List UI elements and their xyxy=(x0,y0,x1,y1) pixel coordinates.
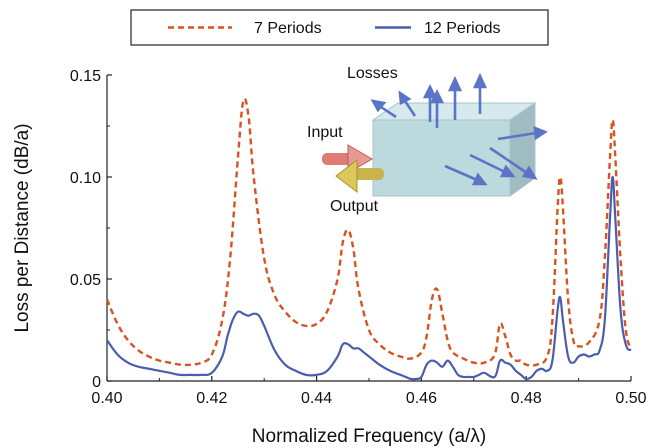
y-tick-label: 0.05 xyxy=(70,272,101,289)
loss-arrow-head-icon xyxy=(447,75,463,92)
y-ticks: 0 0.05 0.10 0.15 xyxy=(70,68,112,391)
input-arrow-shaft xyxy=(322,153,352,165)
y-tick-label: 0.10 xyxy=(70,170,101,187)
output-arrow-icon xyxy=(335,158,384,194)
x-ticks: 0.40 0.42 0.44 0.46 0.48 0.50 xyxy=(91,376,647,407)
x-tick-label: 0.48 xyxy=(511,390,542,407)
loss-arrow-head-icon xyxy=(471,172,488,186)
loss-arrow-head-icon xyxy=(499,164,516,178)
x-axis-label: Normalized Frequency (a/λ) xyxy=(252,426,486,447)
loss-arrow-head-icon xyxy=(533,125,548,141)
losses-label: Losses xyxy=(347,65,398,82)
loss-arrow-head-icon xyxy=(521,165,538,180)
input-label: Input xyxy=(307,124,343,141)
block-right-face xyxy=(509,102,536,197)
series-line-7-periods xyxy=(105,97,633,367)
x-tick-label: 0.44 xyxy=(301,390,332,407)
output-arrow-head xyxy=(335,158,358,194)
y-axis-label: Loss per Distance (dB/a) xyxy=(12,123,33,332)
x-tick-label: 0.50 xyxy=(615,390,646,407)
loss-arrow-icon xyxy=(489,146,528,175)
waveguide-inset: Losses Input Output xyxy=(307,65,548,215)
series-line-12-periods xyxy=(106,175,632,381)
x-tick-label: 0.40 xyxy=(91,390,122,407)
block-front-face xyxy=(372,119,511,197)
loss-arrow-icon xyxy=(444,164,478,182)
loss-arrow-head-icon xyxy=(422,84,438,99)
output-arrow-shaft xyxy=(352,168,384,180)
y-tick-label: 0 xyxy=(92,374,101,391)
x-tick-label: 0.46 xyxy=(406,390,437,407)
loss-arrow-head-icon xyxy=(472,72,488,89)
x-tick-label: 0.42 xyxy=(196,390,227,407)
loss-arrow-head-icon xyxy=(370,99,387,113)
loss-arrow-icon xyxy=(469,153,506,174)
axes xyxy=(106,75,631,382)
loss-arrow-icon xyxy=(497,131,537,141)
legend-label-12-periods: 12 Periods xyxy=(424,20,501,37)
output-label: Output xyxy=(330,198,379,215)
y-tick-label: 0.15 xyxy=(70,68,101,85)
loss-arrows xyxy=(370,72,548,186)
loss-arrow-head-icon xyxy=(398,90,412,106)
legend-label-7-periods: 7 Periods xyxy=(254,20,322,37)
legend: 7 Periods 12 Periods xyxy=(130,9,549,46)
loss-arrow-head-icon xyxy=(429,89,445,104)
